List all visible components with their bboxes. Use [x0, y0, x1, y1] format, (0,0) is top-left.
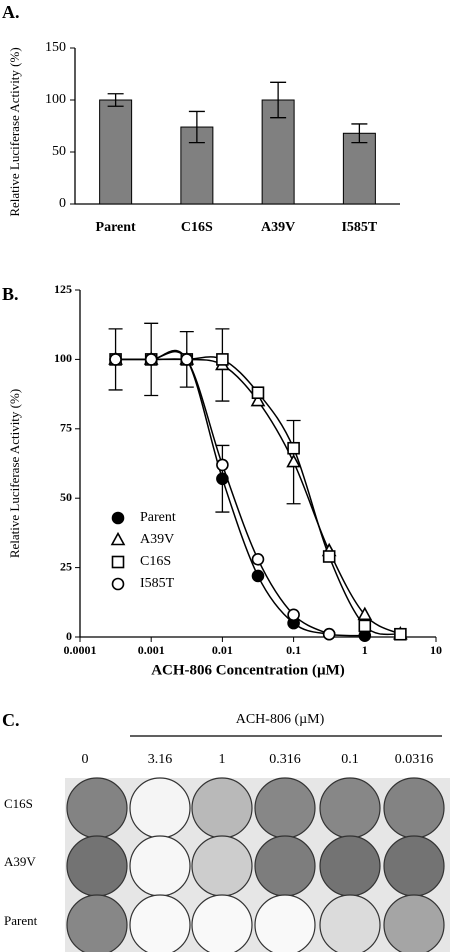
y-tick-label: 50: [60, 490, 72, 504]
data-point: [216, 458, 229, 472]
legend-marker: [110, 531, 126, 546]
plate: [66, 777, 128, 839]
fit-curve: [115, 349, 365, 637]
legend-label: I585T: [140, 576, 175, 591]
legend-label: A39V: [140, 532, 174, 547]
y-tick-label: 25: [60, 559, 72, 573]
fit-curve: [115, 356, 401, 636]
y-tick-label: 0: [66, 629, 72, 643]
x-tick-label: 0.01: [212, 643, 233, 657]
x-tick-label: 1: [362, 643, 368, 657]
legend-marker: [111, 577, 125, 591]
x-tick-label: Parent: [96, 220, 137, 235]
column-label: 1: [219, 752, 226, 767]
error-bar: [188, 110, 205, 144]
y-axis-label: Relative Luciferase Activity (%): [7, 47, 22, 216]
x-tick-label: 0.1: [286, 643, 301, 657]
plates-title: ACH-806 (µM): [236, 712, 325, 727]
column-label: 0.316: [269, 752, 301, 767]
data-point: [322, 627, 336, 641]
legend-marker: [111, 511, 125, 525]
panel-label: B.: [2, 284, 19, 304]
plate: [319, 777, 381, 839]
column-label: 3.16: [148, 752, 173, 767]
data-point: [251, 552, 265, 566]
bar: [99, 99, 133, 205]
plate: [383, 777, 445, 839]
panel-label: A.: [2, 2, 20, 22]
data-point: [109, 353, 122, 366]
axis: [79, 290, 436, 638]
plate: [66, 835, 128, 897]
y-tick-label: 75: [60, 421, 72, 435]
y-tick-label: 150: [45, 40, 66, 55]
row-label: Parent: [4, 913, 38, 928]
column-label: 0.1: [341, 752, 359, 767]
error-bar: [107, 93, 124, 107]
plate: [319, 835, 381, 897]
x-tick-label: A39V: [261, 220, 295, 235]
y-tick-label: 0: [59, 196, 66, 211]
plate: [254, 894, 316, 952]
row-label: A39V: [4, 854, 36, 869]
bar: [342, 132, 376, 205]
row-label: C16S: [4, 796, 33, 811]
x-tick-label: 0.0001: [64, 643, 97, 657]
plate: [319, 894, 381, 952]
y-axis-label: Relative Luciferase Activity (%): [7, 389, 22, 558]
data-point: [286, 453, 301, 468]
column-label: 0: [82, 752, 89, 767]
data-point: [358, 619, 372, 633]
data-point: [287, 441, 300, 455]
plate: [383, 894, 445, 952]
plate: [191, 777, 253, 839]
data-point: [287, 608, 300, 622]
panel-label: C.: [2, 710, 20, 730]
data-point: [394, 627, 407, 641]
x-tick-label: C16S: [181, 220, 213, 235]
plate: [129, 777, 191, 839]
plate: [254, 777, 316, 839]
plate: [191, 894, 253, 952]
y-tick-label: 100: [54, 351, 72, 365]
data-point: [216, 353, 229, 366]
x-axis-label: ACH-806 Concentration (µM): [151, 662, 345, 678]
error-bar: [270, 81, 287, 119]
y-tick-label: 50: [52, 144, 66, 159]
plate: [66, 894, 128, 952]
legend-label: C16S: [140, 554, 171, 569]
legend-marker: [111, 555, 125, 569]
plate: [129, 835, 191, 897]
plate: [254, 835, 316, 897]
x-tick-label: I585T: [341, 220, 377, 235]
y-tick-label: 100: [45, 92, 66, 107]
plate: [383, 835, 445, 897]
data-point: [357, 606, 373, 621]
data-point: [180, 353, 194, 366]
plate: [191, 835, 253, 897]
legend-label: Parent: [140, 510, 176, 525]
data-point: [250, 392, 266, 407]
plate: [129, 894, 191, 952]
column-label: 0.0316: [395, 752, 434, 767]
x-tick-label: 10: [430, 643, 442, 657]
data-point: [322, 550, 336, 563]
data-point: [144, 353, 158, 366]
data-point: [251, 569, 265, 583]
error-bar: [351, 123, 368, 144]
y-tick-label: 125: [54, 282, 72, 296]
data-point: [251, 386, 265, 400]
x-tick-label: 0.001: [138, 643, 165, 657]
data-point: [216, 472, 229, 486]
